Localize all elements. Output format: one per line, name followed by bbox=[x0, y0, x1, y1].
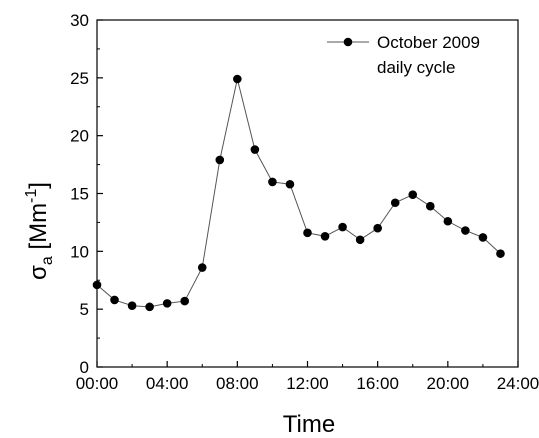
data-point bbox=[268, 177, 277, 187]
y-axis-symbol: σ bbox=[25, 265, 52, 280]
y-axis-unit: [Mm bbox=[25, 203, 52, 256]
series-layer bbox=[92, 74, 505, 312]
x-tick-label: 00:00 bbox=[76, 374, 119, 393]
data-point bbox=[320, 231, 330, 241]
y-axis-unit-close: ] bbox=[25, 182, 52, 189]
x-tick-label: 20:00 bbox=[427, 374, 470, 393]
data-point bbox=[162, 299, 172, 308]
data-point bbox=[197, 263, 207, 272]
data-point bbox=[478, 233, 488, 242]
x-tick-label: 08:00 bbox=[216, 374, 259, 393]
legend: October 2009 daily cycle bbox=[327, 33, 480, 77]
data-point bbox=[250, 145, 260, 154]
x-tick-labels: 00:00 04:00 08:00 12:00 16:00 20:00 24:00 bbox=[76, 374, 539, 393]
y-tick-label: 5 bbox=[80, 300, 89, 319]
y-axis-superscript: -1 bbox=[23, 189, 40, 203]
data-point bbox=[461, 226, 470, 235]
y-tick-labels: 0 5 10 15 20 25 30 bbox=[70, 11, 89, 377]
data-point bbox=[373, 223, 382, 233]
data-point bbox=[215, 155, 225, 165]
data-point bbox=[285, 179, 295, 189]
legend-marker bbox=[343, 37, 353, 47]
legend-label-line2: daily cycle bbox=[377, 58, 455, 77]
x-axis-title: Time bbox=[283, 411, 335, 438]
minor-ticks bbox=[97, 48, 484, 367]
data-point bbox=[110, 295, 119, 305]
data-point bbox=[443, 216, 453, 226]
x-tick-label: 04:00 bbox=[146, 374, 189, 393]
y-axis-title: σa [Mm-1] bbox=[23, 182, 56, 280]
data-point bbox=[496, 249, 505, 258]
data-point bbox=[390, 198, 400, 208]
data-point bbox=[355, 235, 365, 245]
y-tick-label: 15 bbox=[70, 185, 89, 204]
y-tick-label: 30 bbox=[70, 11, 89, 30]
x-tick-label: 16:00 bbox=[356, 374, 399, 393]
data-point bbox=[127, 301, 137, 310]
y-axis-subscript: a bbox=[39, 256, 56, 265]
x-tick-label: 24:00 bbox=[497, 374, 539, 393]
data-point bbox=[92, 280, 102, 290]
data-point bbox=[233, 74, 242, 84]
data-point bbox=[425, 201, 435, 211]
x-tick-label: 12:00 bbox=[286, 374, 329, 393]
data-point bbox=[145, 302, 154, 312]
y-tick-label: 0 bbox=[80, 358, 89, 377]
data-point bbox=[408, 190, 418, 199]
data-point bbox=[338, 222, 347, 232]
y-tick-label: 25 bbox=[70, 69, 89, 88]
y-tick-label: 20 bbox=[70, 127, 89, 146]
major-ticks bbox=[96, 19, 519, 368]
data-point bbox=[303, 228, 312, 238]
y-tick-label: 10 bbox=[70, 242, 89, 261]
legend-label-line1: October 2009 bbox=[377, 33, 480, 52]
series-line bbox=[96, 78, 501, 308]
data-point bbox=[180, 296, 190, 306]
